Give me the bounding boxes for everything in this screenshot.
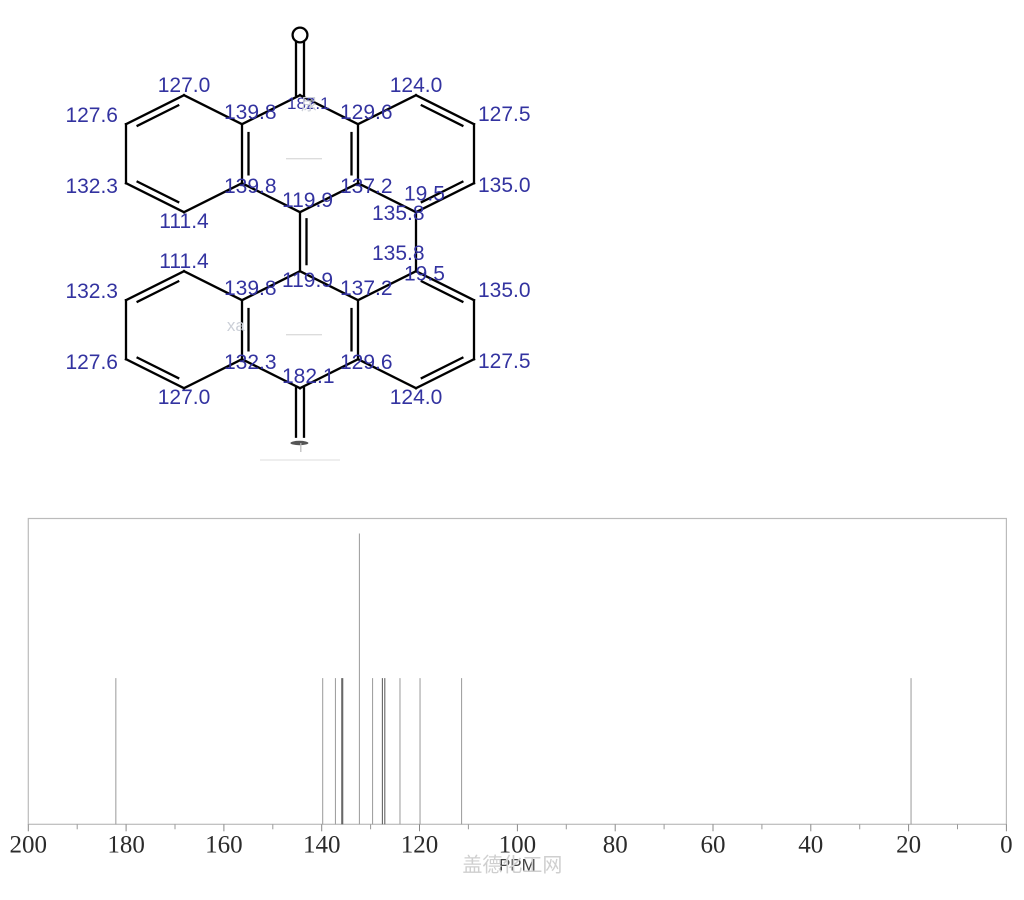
svg-text:xa: xa <box>227 316 246 335</box>
svg-text:139.8: 139.8 <box>224 101 277 124</box>
svg-text:182.1: 182.1 <box>282 365 335 388</box>
svg-text:80: 80 <box>603 831 628 858</box>
svg-text:0: 0 <box>1000 831 1013 858</box>
svg-text:盖德化工网: 盖德化工网 <box>462 853 562 876</box>
svg-text:I: I <box>299 440 303 455</box>
svg-text:129.6: 129.6 <box>340 351 393 374</box>
svg-text:111.4: 111.4 <box>159 210 209 233</box>
svg-text:180: 180 <box>107 831 145 858</box>
svg-text:132.3: 132.3 <box>65 175 118 198</box>
svg-text:132.3: 132.3 <box>224 351 277 374</box>
svg-text:140: 140 <box>303 831 341 858</box>
svg-text:111.4: 111.4 <box>159 250 209 273</box>
svg-text:127.5: 127.5 <box>478 350 531 373</box>
svg-text:127.6: 127.6 <box>65 104 118 127</box>
svg-text:139.8: 139.8 <box>224 175 277 198</box>
svg-text:135.0: 135.0 <box>478 174 531 197</box>
svg-text:139.8: 139.8 <box>224 277 277 300</box>
svg-text:尿: 尿 <box>301 96 317 114</box>
svg-text:137.2: 137.2 <box>340 277 393 300</box>
svg-text:120: 120 <box>401 831 439 858</box>
svg-text:127.0: 127.0 <box>158 74 211 97</box>
svg-text:40: 40 <box>798 831 823 858</box>
svg-text:135.8: 135.8 <box>372 202 425 225</box>
svg-text:119.9: 119.9 <box>282 269 333 292</box>
svg-text:127.6: 127.6 <box>65 351 118 374</box>
svg-text:137.2: 137.2 <box>340 175 393 198</box>
svg-text:200: 200 <box>10 831 48 858</box>
svg-text:135.0: 135.0 <box>478 279 531 302</box>
svg-text:135.8: 135.8 <box>372 242 425 265</box>
svg-text:127.0: 127.0 <box>158 386 211 409</box>
svg-text:19.5: 19.5 <box>404 263 445 286</box>
svg-text:20: 20 <box>896 831 921 858</box>
svg-text:132.3: 132.3 <box>65 280 118 303</box>
svg-text:160: 160 <box>205 831 243 858</box>
svg-text:60: 60 <box>701 831 726 858</box>
svg-text:124.0: 124.0 <box>390 386 443 409</box>
svg-text:119.9: 119.9 <box>282 189 333 212</box>
svg-text:124.0: 124.0 <box>390 74 443 97</box>
svg-text:129.6: 129.6 <box>340 101 393 124</box>
svg-text:127.5: 127.5 <box>478 103 531 126</box>
